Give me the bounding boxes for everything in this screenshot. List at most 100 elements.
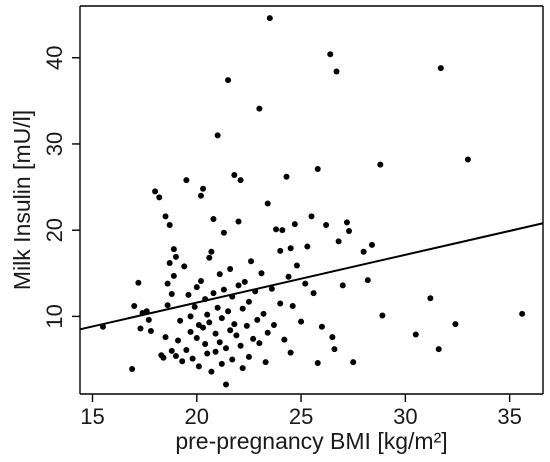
data-point xyxy=(335,238,342,245)
data-point xyxy=(168,290,175,297)
data-point xyxy=(162,213,169,220)
data-point xyxy=(350,359,357,366)
data-point xyxy=(314,359,321,366)
data-point xyxy=(164,302,171,309)
data-point xyxy=(262,359,269,366)
data-point xyxy=(162,334,169,341)
data-point xyxy=(204,350,211,357)
axes xyxy=(79,5,544,395)
data-point xyxy=(204,311,211,318)
data-point xyxy=(179,358,186,365)
data-point xyxy=(147,328,154,335)
x-axis-title: pre-pregnancy BMI [kg/m²] xyxy=(175,428,447,454)
data-point xyxy=(214,304,221,311)
y-tick-label: 10 xyxy=(42,304,67,328)
data-point xyxy=(170,272,177,279)
data-point xyxy=(214,132,221,139)
data-point xyxy=(216,271,223,278)
data-point xyxy=(229,356,236,363)
data-point xyxy=(177,317,184,324)
x-tick-label: 25 xyxy=(289,404,313,429)
data-point xyxy=(287,245,294,252)
data-point xyxy=(264,329,271,336)
x-tick-label: 30 xyxy=(393,404,417,429)
y-axis-title: Milk Insulin [mU/l] xyxy=(9,110,35,290)
data-point xyxy=(168,347,175,354)
data-point xyxy=(220,286,227,293)
data-point xyxy=(412,331,419,338)
data-point xyxy=(452,321,459,328)
data-point xyxy=(197,192,204,199)
data-point xyxy=(200,185,207,192)
data-point xyxy=(298,318,305,325)
data-point xyxy=(360,248,367,255)
data-point xyxy=(464,156,471,163)
data-point xyxy=(264,200,271,207)
data-point xyxy=(191,303,198,310)
data-point xyxy=(160,354,167,361)
data-point xyxy=(183,347,190,354)
data-point xyxy=(185,291,192,298)
data-point xyxy=(172,353,179,360)
data-point xyxy=(237,177,244,184)
data-point xyxy=(225,77,232,84)
data-point xyxy=(237,342,244,349)
data-point xyxy=(277,300,284,307)
data-point xyxy=(260,310,267,317)
x-tick-label: 15 xyxy=(80,404,104,429)
data-point xyxy=(129,365,136,372)
data-point xyxy=(291,221,298,228)
data-point xyxy=(195,363,202,370)
data-point xyxy=(364,277,371,284)
data-point xyxy=(239,365,246,372)
data-point xyxy=(277,247,284,254)
data-point xyxy=(318,323,325,330)
data-point xyxy=(302,280,309,287)
x-ticks: 15 20 25 30 35 xyxy=(80,394,522,429)
data-point xyxy=(208,248,215,255)
data-point xyxy=(368,241,375,248)
data-point xyxy=(220,229,227,236)
data-point xyxy=(145,316,152,323)
data-point xyxy=(248,258,255,265)
data-point xyxy=(437,65,444,72)
data-point xyxy=(245,353,252,360)
data-point xyxy=(379,312,386,319)
data-point xyxy=(333,68,340,75)
y-tick-label: 40 xyxy=(42,45,67,69)
data-point xyxy=(212,330,219,337)
y-tick-label: 30 xyxy=(42,132,67,156)
data-point xyxy=(346,228,353,235)
data-point xyxy=(227,265,234,272)
data-points xyxy=(99,15,526,388)
data-point xyxy=(222,345,229,352)
data-point xyxy=(329,334,336,341)
data-point xyxy=(216,339,223,346)
data-point xyxy=(193,334,200,341)
data-point xyxy=(212,348,219,355)
data-point xyxy=(243,322,250,329)
data-point xyxy=(200,324,207,331)
data-point xyxy=(293,262,300,269)
data-point xyxy=(137,325,144,332)
data-point xyxy=(256,340,263,347)
data-point xyxy=(225,308,232,315)
data-point xyxy=(235,282,242,289)
data-point xyxy=(175,337,182,344)
data-point xyxy=(331,346,338,353)
data-point xyxy=(206,254,213,261)
data-point xyxy=(308,213,315,220)
data-point xyxy=(181,263,188,270)
data-point xyxy=(427,295,434,302)
data-point xyxy=(250,335,257,342)
data-point xyxy=(222,381,229,388)
y-ticks: 10 20 30 40 xyxy=(42,45,80,329)
data-point xyxy=(202,340,209,347)
data-point xyxy=(343,219,350,226)
data-point xyxy=(197,278,204,285)
data-point xyxy=(152,188,159,195)
data-point xyxy=(183,177,190,184)
data-point xyxy=(166,259,173,266)
data-point xyxy=(323,222,330,229)
data-point xyxy=(235,218,242,225)
